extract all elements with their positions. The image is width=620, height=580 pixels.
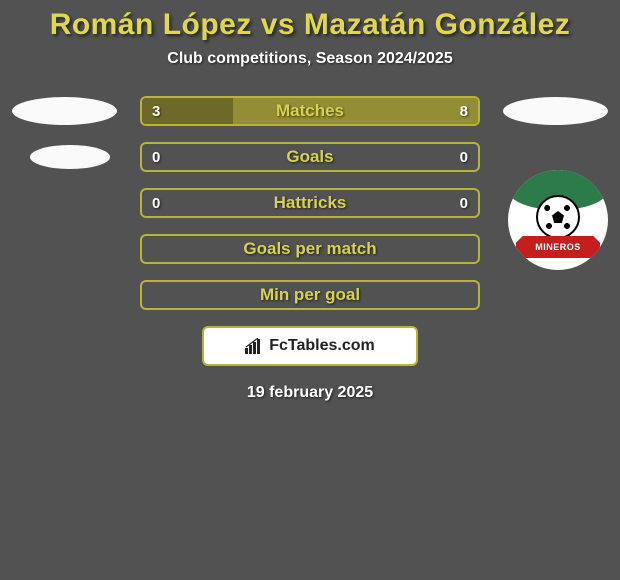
stat-right-value: 0 [450,144,478,170]
stat-bar-track: 3 Matches 8 [140,96,480,126]
stat-empty-bar: Min per goal [140,280,480,310]
player1-name: Román López [50,8,252,41]
fctables-brand-box[interactable]: FcTables.com [202,326,418,366]
stat-right-value: 8 [450,98,478,124]
stat-label: Goals per match [243,239,376,259]
stat-empty-bar: Goals per match [140,234,480,264]
bar-chart-icon [245,338,263,354]
footer-date: 19 february 2025 [0,384,620,402]
stat-bar-track: 0 Hattricks 0 [140,188,480,218]
vs-title: Román López vs Mazatán González [0,8,620,42]
stat-label: Min per goal [260,285,360,305]
vs-separator: vs [261,8,295,41]
stat-label: Matches [142,98,478,124]
stat-row-hattricks: 0 Hattricks 0 [0,188,620,218]
stat-row-goals: 0 Goals 0 [0,142,620,172]
soccer-ball-icon [536,195,580,239]
player2-club-placeholder [503,97,608,125]
club-logo-banner: MINEROS [516,236,600,258]
stat-label: Hattricks [142,190,478,216]
stat-bar-track: 0 Goals 0 [140,142,480,172]
player1-secondary-placeholder [30,145,110,169]
stat-right-value: 0 [450,190,478,216]
player1-club-placeholder [12,97,117,125]
player2-name: Mazatán González [304,8,570,41]
stat-row-min-per-goal: Min per goal [0,280,620,310]
stat-label: Goals [142,144,478,170]
comparison-card: Román López vs Mazatán González Club com… [0,0,620,402]
subtitle: Club competitions, Season 2024/2025 [0,50,620,68]
player2-club-logo: MINEROS [508,170,608,270]
stat-row-matches: 3 Matches 8 [0,96,620,126]
fctables-brand-text: FcTables.com [269,337,375,355]
